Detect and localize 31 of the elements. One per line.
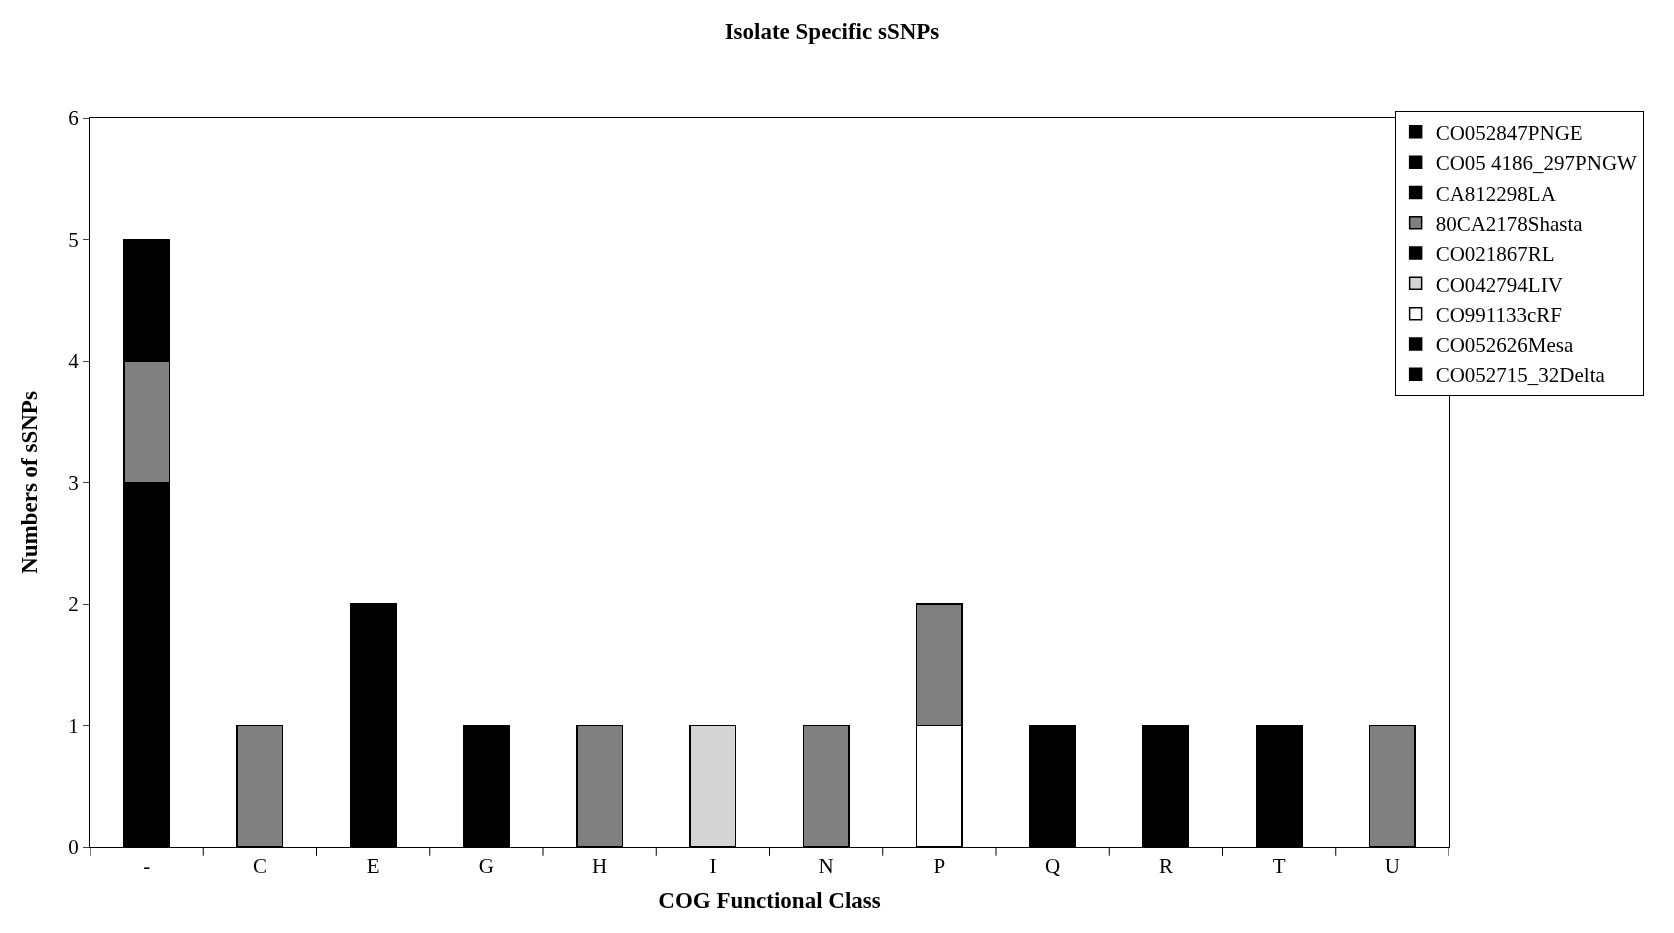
- x-tick-label: H: [592, 854, 608, 879]
- y-axis-title: Numbers of sSNPs: [16, 391, 42, 574]
- legend-label: CO052847PNGE: [1435, 121, 1583, 146]
- y-tick-label: 1: [68, 713, 79, 738]
- y-tick-label: 2: [68, 592, 79, 617]
- x-tick-label: I: [709, 854, 717, 879]
- x-tick-label: E: [366, 854, 380, 879]
- legend-label: CO991133cRF: [1435, 302, 1563, 327]
- chart-title: Isolate Specific sSNPs: [724, 19, 940, 45]
- legend-label: CO052715_32Delta: [1435, 363, 1606, 388]
- x-tick-label: N: [818, 854, 834, 879]
- y-tick-label: 5: [68, 227, 79, 252]
- y-tick-label: 3: [68, 470, 79, 495]
- legend-label: CO042794LIV: [1435, 272, 1563, 297]
- legend-label: CO05 4186_297PNGW: [1435, 151, 1638, 176]
- y-tick-label: 6: [68, 106, 79, 131]
- x-tick-label: G: [478, 854, 494, 879]
- legend-label: CO052626Mesa: [1435, 333, 1574, 358]
- x-tick-label: Q: [1045, 854, 1061, 879]
- x-tick-label: P: [933, 854, 946, 879]
- x-tick-label: C: [252, 854, 267, 879]
- y-tick-label: 4: [68, 349, 80, 374]
- y-tick-label: 0: [68, 835, 79, 860]
- x-tick-label: U: [1384, 854, 1400, 879]
- legend-label: CO021867RL: [1435, 242, 1555, 267]
- x-tick-label: R: [1158, 854, 1173, 879]
- x-tick-label: T: [1272, 854, 1286, 879]
- legend-label: CA812298LA: [1435, 181, 1557, 206]
- x-tick-label: -: [143, 854, 151, 879]
- legend-label: 80CA2178Shasta: [1435, 211, 1584, 236]
- x-axis-title: COG Functional Class: [658, 887, 881, 913]
